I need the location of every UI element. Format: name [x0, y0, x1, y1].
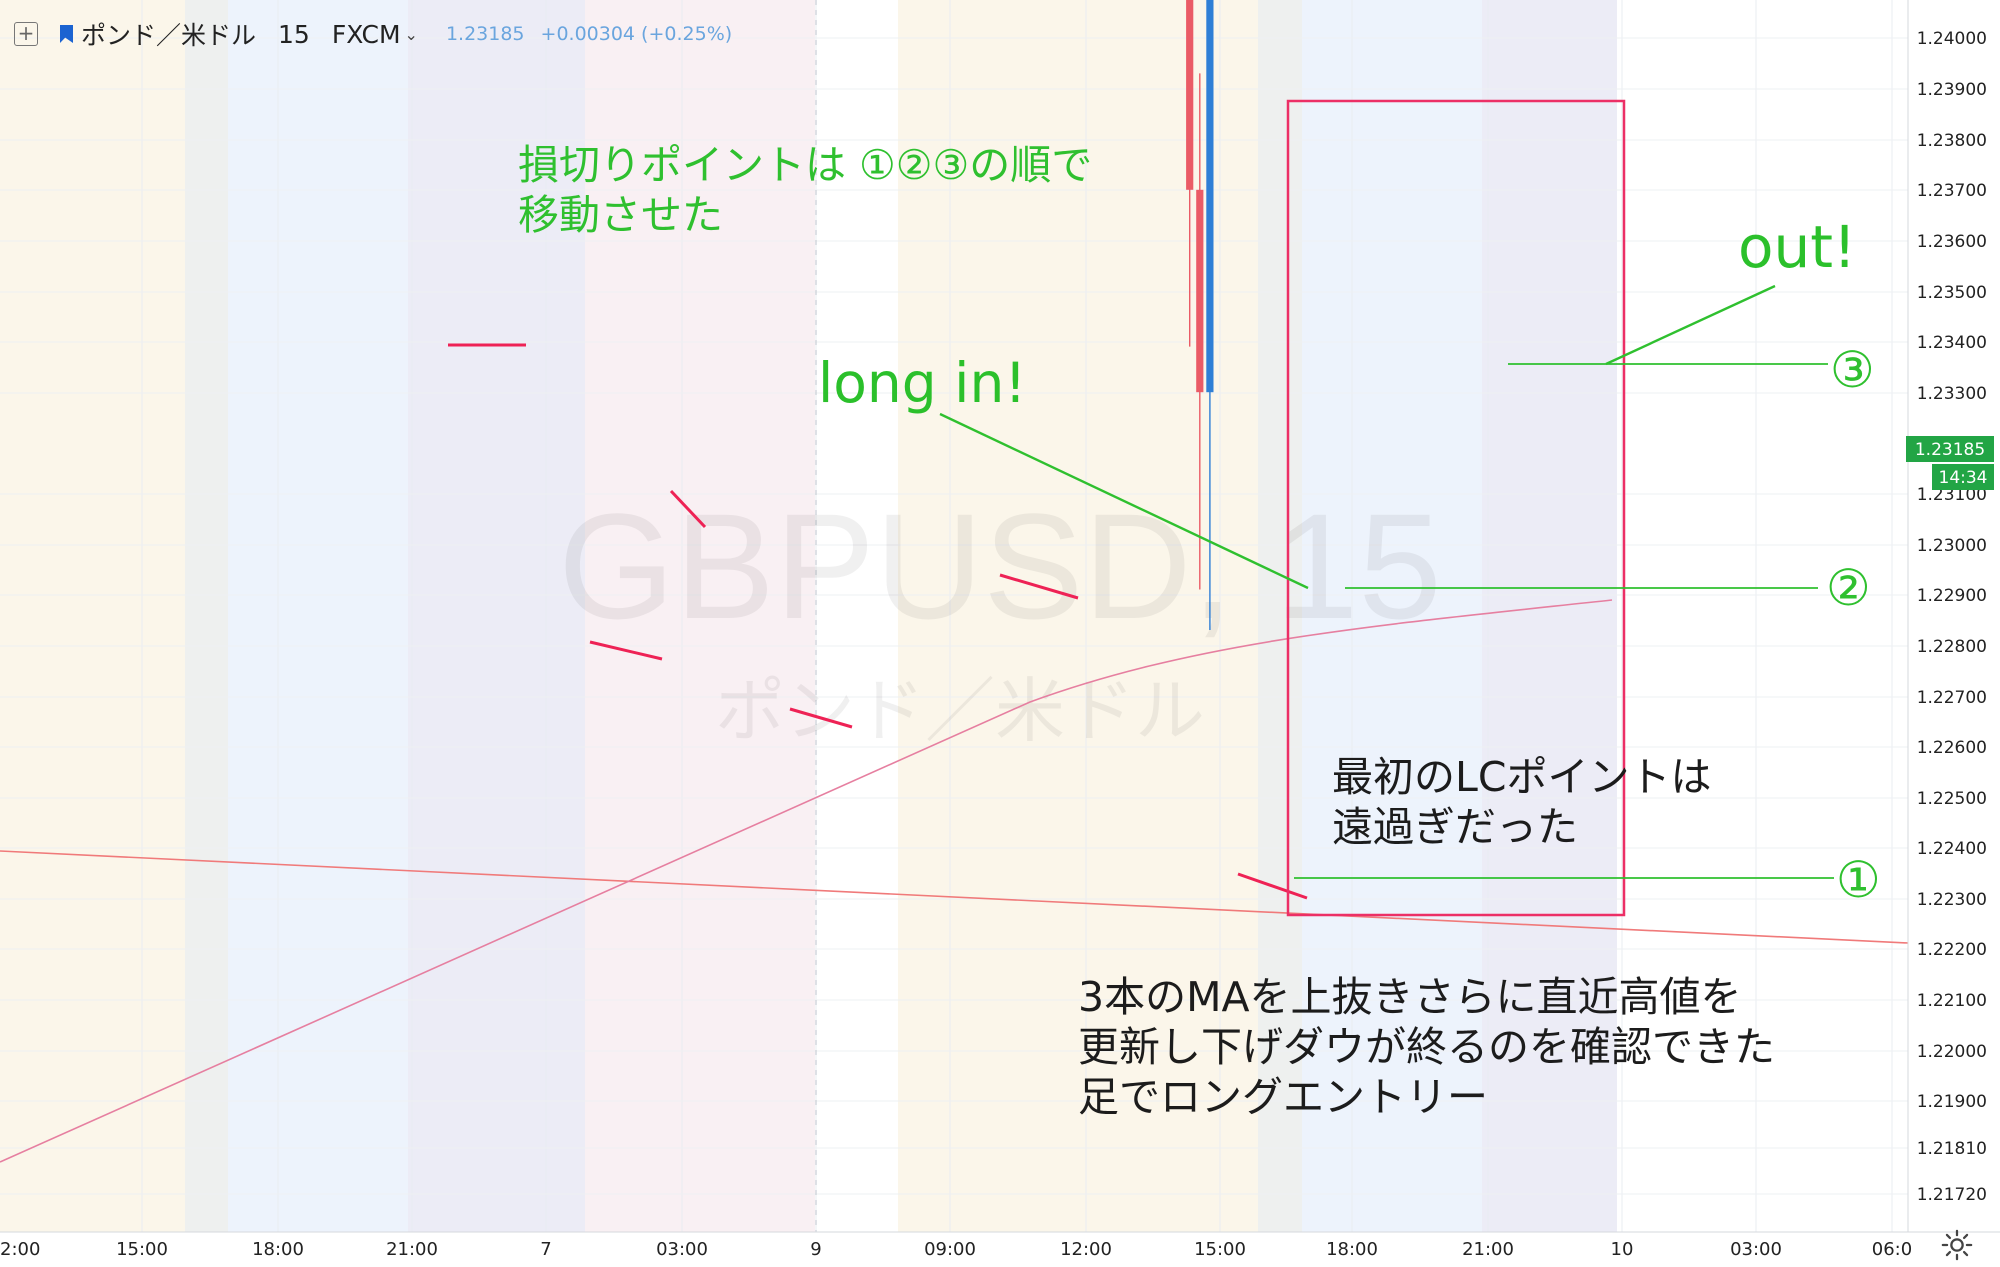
candle-body[interactable] — [1206, 0, 1214, 393]
price-tick-label: 1.22800 — [1917, 637, 1987, 657]
time-axis-background — [0, 1232, 2000, 1267]
price-axis-background — [1908, 0, 2000, 1232]
time-tick-label: 15:00 — [1194, 1239, 1246, 1260]
swing-marker[interactable] — [789, 707, 853, 729]
last-price-text: 1.23185 — [1915, 440, 1985, 460]
stop-move-note: 損切りポイントは ①②③の順で 移動させた — [518, 141, 1093, 240]
price-tick-label: 1.22100 — [1917, 991, 1987, 1011]
swing-marker[interactable] — [669, 489, 707, 529]
time-tick-label: 9 — [810, 1239, 821, 1260]
candle-body[interactable] — [1186, 0, 1194, 190]
swing-marker[interactable] — [1237, 872, 1308, 900]
price-tick-label: 1.22600 — [1917, 738, 1987, 758]
time-tick-label: 7 — [540, 1239, 551, 1260]
long-in-label: long in! — [818, 351, 1027, 415]
price-tick-label: 1.22900 — [1917, 586, 1987, 606]
long-in-pointer[interactable] — [939, 412, 1309, 590]
price-tick-label: 1.23900 — [1917, 80, 1987, 100]
time-tick-label: 21:00 — [1462, 1239, 1514, 1260]
time-tick-label: 06:0 — [1872, 1239, 1912, 1260]
session-band — [228, 0, 408, 1232]
chevron-down-icon[interactable]: ⌄ — [404, 24, 418, 44]
session-band — [1258, 0, 1302, 1232]
price-tick-label: 1.23800 — [1917, 131, 1987, 151]
price-tick-label: 1.24000 — [1917, 29, 1987, 49]
swing-marker[interactable] — [589, 640, 663, 661]
session-band — [1302, 0, 1482, 1232]
watermark-description: ポンド／米ドル — [715, 670, 1205, 752]
time-tick-label: 2:00 — [0, 1239, 40, 1260]
stop-marker-3: ③ — [1830, 341, 1875, 399]
price-tick-label: 1.21720 — [1917, 1185, 1987, 1205]
current-price-tags: 1.23185 14:34 — [1906, 436, 1994, 490]
add-symbol-icon[interactable]: + — [14, 22, 38, 46]
watermark-symbol: GBPUSD, 15 — [558, 482, 1442, 650]
price-tick-label: 1.23000 — [1917, 536, 1987, 556]
out-label: out! — [1738, 213, 1857, 281]
price-tick-label: 1.21810 — [1917, 1139, 1987, 1159]
session-background-bands — [0, 0, 1617, 1232]
time-tick-label: 03:00 — [656, 1239, 708, 1260]
user-drawings[interactable] — [448, 99, 1834, 917]
chart-grid — [0, 0, 1908, 1232]
price-axis[interactable]: 1.24000 1.23900 1.23800 1.23700 1.23600 1.235… — [1907, 0, 2000, 1232]
price-tick-label: 1.22700 — [1917, 688, 1987, 708]
timeframe-label[interactable]: 15 — [278, 19, 310, 49]
countdown-text: 14:34 — [1939, 468, 1988, 488]
session-band — [408, 0, 585, 1232]
session-band — [815, 0, 898, 1232]
price-tick-label: 1.23400 — [1917, 333, 1987, 353]
first-lc-note: 最初のLCポイントは 遠過ぎだった — [1332, 753, 1712, 852]
chart-header: + ポンド／米ドル 15 FXCM ⌄ 1.23185 +0.00304 (+0… — [0, 14, 732, 54]
last-price-badge — [1906, 436, 1994, 462]
out-pointer[interactable] — [1605, 284, 1776, 366]
symbol-name[interactable]: ポンド／米ドル — [81, 21, 257, 50]
horizontal-levels[interactable] — [0, 0, 1909, 944]
symbol-flag-icon — [60, 25, 73, 43]
session-band — [185, 0, 228, 1232]
stop-marker-1: ① — [1836, 851, 1881, 909]
price-tick-label: 1.22400 — [1917, 839, 1987, 859]
gear-icon[interactable] — [1940, 1228, 1974, 1262]
price-tick-label: 1.23600 — [1917, 232, 1987, 252]
time-axis[interactable]: 2:00 15:00 18:00 21:00 7 03:00 9 09:00 12:00 15:0… — [0, 1231, 2000, 1267]
moving-averages — [0, 599, 1613, 1163]
ma-slow-line — [0, 599, 1613, 1163]
time-tick-label: 18:00 — [1326, 1239, 1378, 1260]
price-tick-label: 1.23300 — [1917, 384, 1987, 404]
time-tick-label: 18:00 — [252, 1239, 304, 1260]
time-tick-label: 21:00 — [386, 1239, 438, 1260]
time-tick-label: 03:00 — [1730, 1239, 1782, 1260]
time-tick-label: 10 — [1611, 1239, 1634, 1260]
candlestick-series[interactable] — [4, 0, 1567, 631]
countdown-badge — [1932, 464, 1994, 490]
session-band — [1482, 0, 1617, 1232]
entry-reason-note: 3本のMAを上抜きさらに直近高値を 更新し下げダウが終るのを確認できた 足でロン… — [1078, 973, 1775, 1122]
price-tick-label: 1.23500 — [1917, 283, 1987, 303]
price-tick-label: 1.23700 — [1917, 181, 1987, 201]
data-source-label[interactable]: FXCM — [331, 19, 401, 49]
price-tick-label: 1.22000 — [1917, 1042, 1987, 1062]
descending-trendline[interactable] — [0, 850, 1909, 944]
header-change: +0.00304 (+0.25%) — [540, 23, 733, 45]
price-tick-label: 1.22200 — [1917, 940, 1987, 960]
trade-highlight-box[interactable] — [1286, 99, 1626, 917]
price-tick-label: 1.22300 — [1917, 890, 1987, 910]
swing-marker[interactable] — [999, 573, 1079, 600]
time-tick-label: 12:00 — [1060, 1239, 1112, 1260]
price-tick-label: 1.22500 — [1917, 789, 1987, 809]
candle-body[interactable] — [1196, 189, 1204, 393]
time-tick-label: 09:00 — [924, 1239, 976, 1260]
session-band — [0, 0, 185, 1232]
stop-marker-2: ② — [1826, 559, 1871, 617]
time-tick-label: 15:00 — [116, 1239, 168, 1260]
price-tick-label: 1.21900 — [1917, 1092, 1987, 1112]
session-band — [585, 0, 815, 1232]
header-last-price: 1.23185 — [445, 23, 525, 45]
